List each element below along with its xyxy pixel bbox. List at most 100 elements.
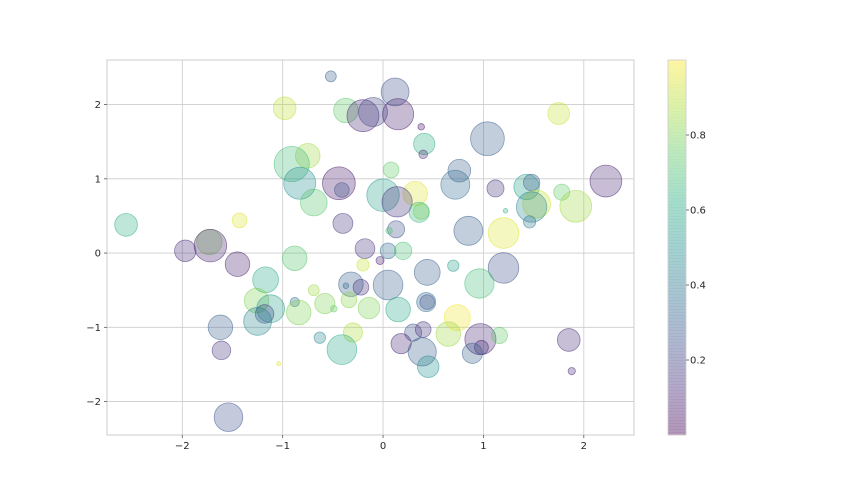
- scatter-point: [559, 189, 593, 223]
- x-tick-label: 2: [581, 441, 587, 452]
- y-axis: −2 −1 0 1 2: [86, 100, 107, 408]
- scatter-point: [381, 186, 413, 218]
- scatter-point: [419, 294, 435, 310]
- scatter-point: [461, 342, 483, 364]
- scatter-point: [414, 321, 432, 338]
- scatter-point: [375, 256, 385, 265]
- scatter-point: [330, 305, 338, 313]
- scatter-point: [417, 123, 425, 131]
- scatter-point: [372, 269, 404, 301]
- scatter-point: [174, 239, 197, 263]
- scatter-point: [231, 212, 248, 229]
- colorbar-tick-label: 0.4: [690, 281, 706, 292]
- y-tick-label: 1: [95, 174, 101, 185]
- scatter-point: [589, 164, 623, 198]
- scatter-point: [413, 259, 441, 286]
- y-tick-label: −1: [86, 323, 101, 334]
- scatter-point: [487, 217, 520, 249]
- scatter-point: [515, 191, 548, 223]
- scatter-point: [486, 179, 505, 198]
- scatter-point: [366, 178, 400, 212]
- scatter-point: [300, 188, 328, 217]
- scatter-point: [556, 328, 581, 352]
- scatter-point: [385, 227, 393, 235]
- scatter-point: [390, 333, 412, 355]
- x-tick-label: 0: [380, 441, 386, 452]
- scatter-point: [487, 252, 520, 284]
- scatter-point: [470, 121, 505, 157]
- scatter-point: [357, 296, 381, 320]
- scatter-point: [435, 321, 461, 347]
- scatter-point: [224, 251, 251, 277]
- scatter-point: [523, 173, 541, 192]
- scatter-point: [418, 149, 428, 160]
- scatter-point: [340, 291, 358, 309]
- x-axis: −2 −1 0 1 2: [175, 435, 587, 452]
- colorbar-tick-label: 0.2: [690, 356, 706, 367]
- scatter-point: [243, 307, 272, 336]
- y-tick-label: −2: [86, 397, 101, 408]
- scatter-point: [334, 182, 350, 198]
- scatter-point: [412, 203, 430, 220]
- scatter-point: [356, 258, 370, 272]
- scatter-point: [385, 296, 411, 323]
- scatter-point: [382, 98, 415, 131]
- scatter-point: [307, 284, 320, 297]
- scatter-point: [379, 242, 397, 260]
- y-tick-label: 2: [95, 100, 101, 111]
- scatter-point: [394, 241, 413, 260]
- colorbar-tick-label: 0.8: [690, 131, 706, 142]
- scatter-points: [114, 70, 623, 432]
- scatter-point: [417, 355, 440, 378]
- scatter-point: [289, 297, 300, 308]
- scatter-point: [407, 337, 437, 367]
- scatter-point: [273, 145, 310, 182]
- scatter-point: [286, 299, 312, 326]
- scatter-point: [114, 213, 138, 237]
- colorbar-frame: [667, 59, 687, 436]
- scatter-point: [453, 215, 484, 246]
- y-tick-label: 0: [95, 249, 101, 260]
- scatter-point: [354, 238, 376, 259]
- scatter-point: [243, 287, 270, 314]
- scatter-point: [387, 220, 406, 239]
- scatter-point: [513, 173, 540, 201]
- scatter-point: [254, 304, 275, 324]
- scatter-point: [502, 208, 509, 214]
- plot-frame: [106, 59, 635, 436]
- scatter-point: [276, 361, 282, 367]
- scatter-point: [193, 228, 228, 263]
- scatter-point: [332, 212, 354, 234]
- scatter-point: [358, 97, 388, 127]
- scatter-point: [440, 169, 471, 200]
- scatter-point: [342, 282, 350, 289]
- x-tick-label: −1: [275, 441, 290, 452]
- scatter-point: [447, 259, 460, 272]
- scatter-point: [346, 99, 380, 133]
- scatter-point: [567, 367, 576, 376]
- scatter-point: [553, 183, 571, 201]
- scatter-point: [283, 166, 317, 200]
- scatter-point: [325, 70, 337, 83]
- scatter-point: [313, 331, 326, 344]
- plot-area: [107, 60, 634, 435]
- colorbar: 0.2 0.4 0.6 0.8: [667, 59, 706, 436]
- colorbar-tick-label: 0.6: [690, 206, 706, 217]
- scatter-point: [474, 340, 489, 355]
- scatter-point: [338, 271, 364, 297]
- scatter-point: [352, 278, 370, 296]
- x-tick-label: 1: [480, 441, 486, 452]
- colorbar-gradient: [668, 60, 686, 435]
- scatter-point: [326, 334, 358, 365]
- scatter-point: [207, 314, 234, 341]
- scatter-point: [342, 322, 363, 343]
- scatter-point: [213, 402, 244, 432]
- scatter-point: [547, 102, 571, 125]
- scatter-point: [211, 340, 232, 361]
- scatter-point: [523, 215, 537, 229]
- scatter-point: [314, 293, 336, 315]
- scatter-point: [413, 132, 436, 155]
- scatter-point: [443, 304, 471, 332]
